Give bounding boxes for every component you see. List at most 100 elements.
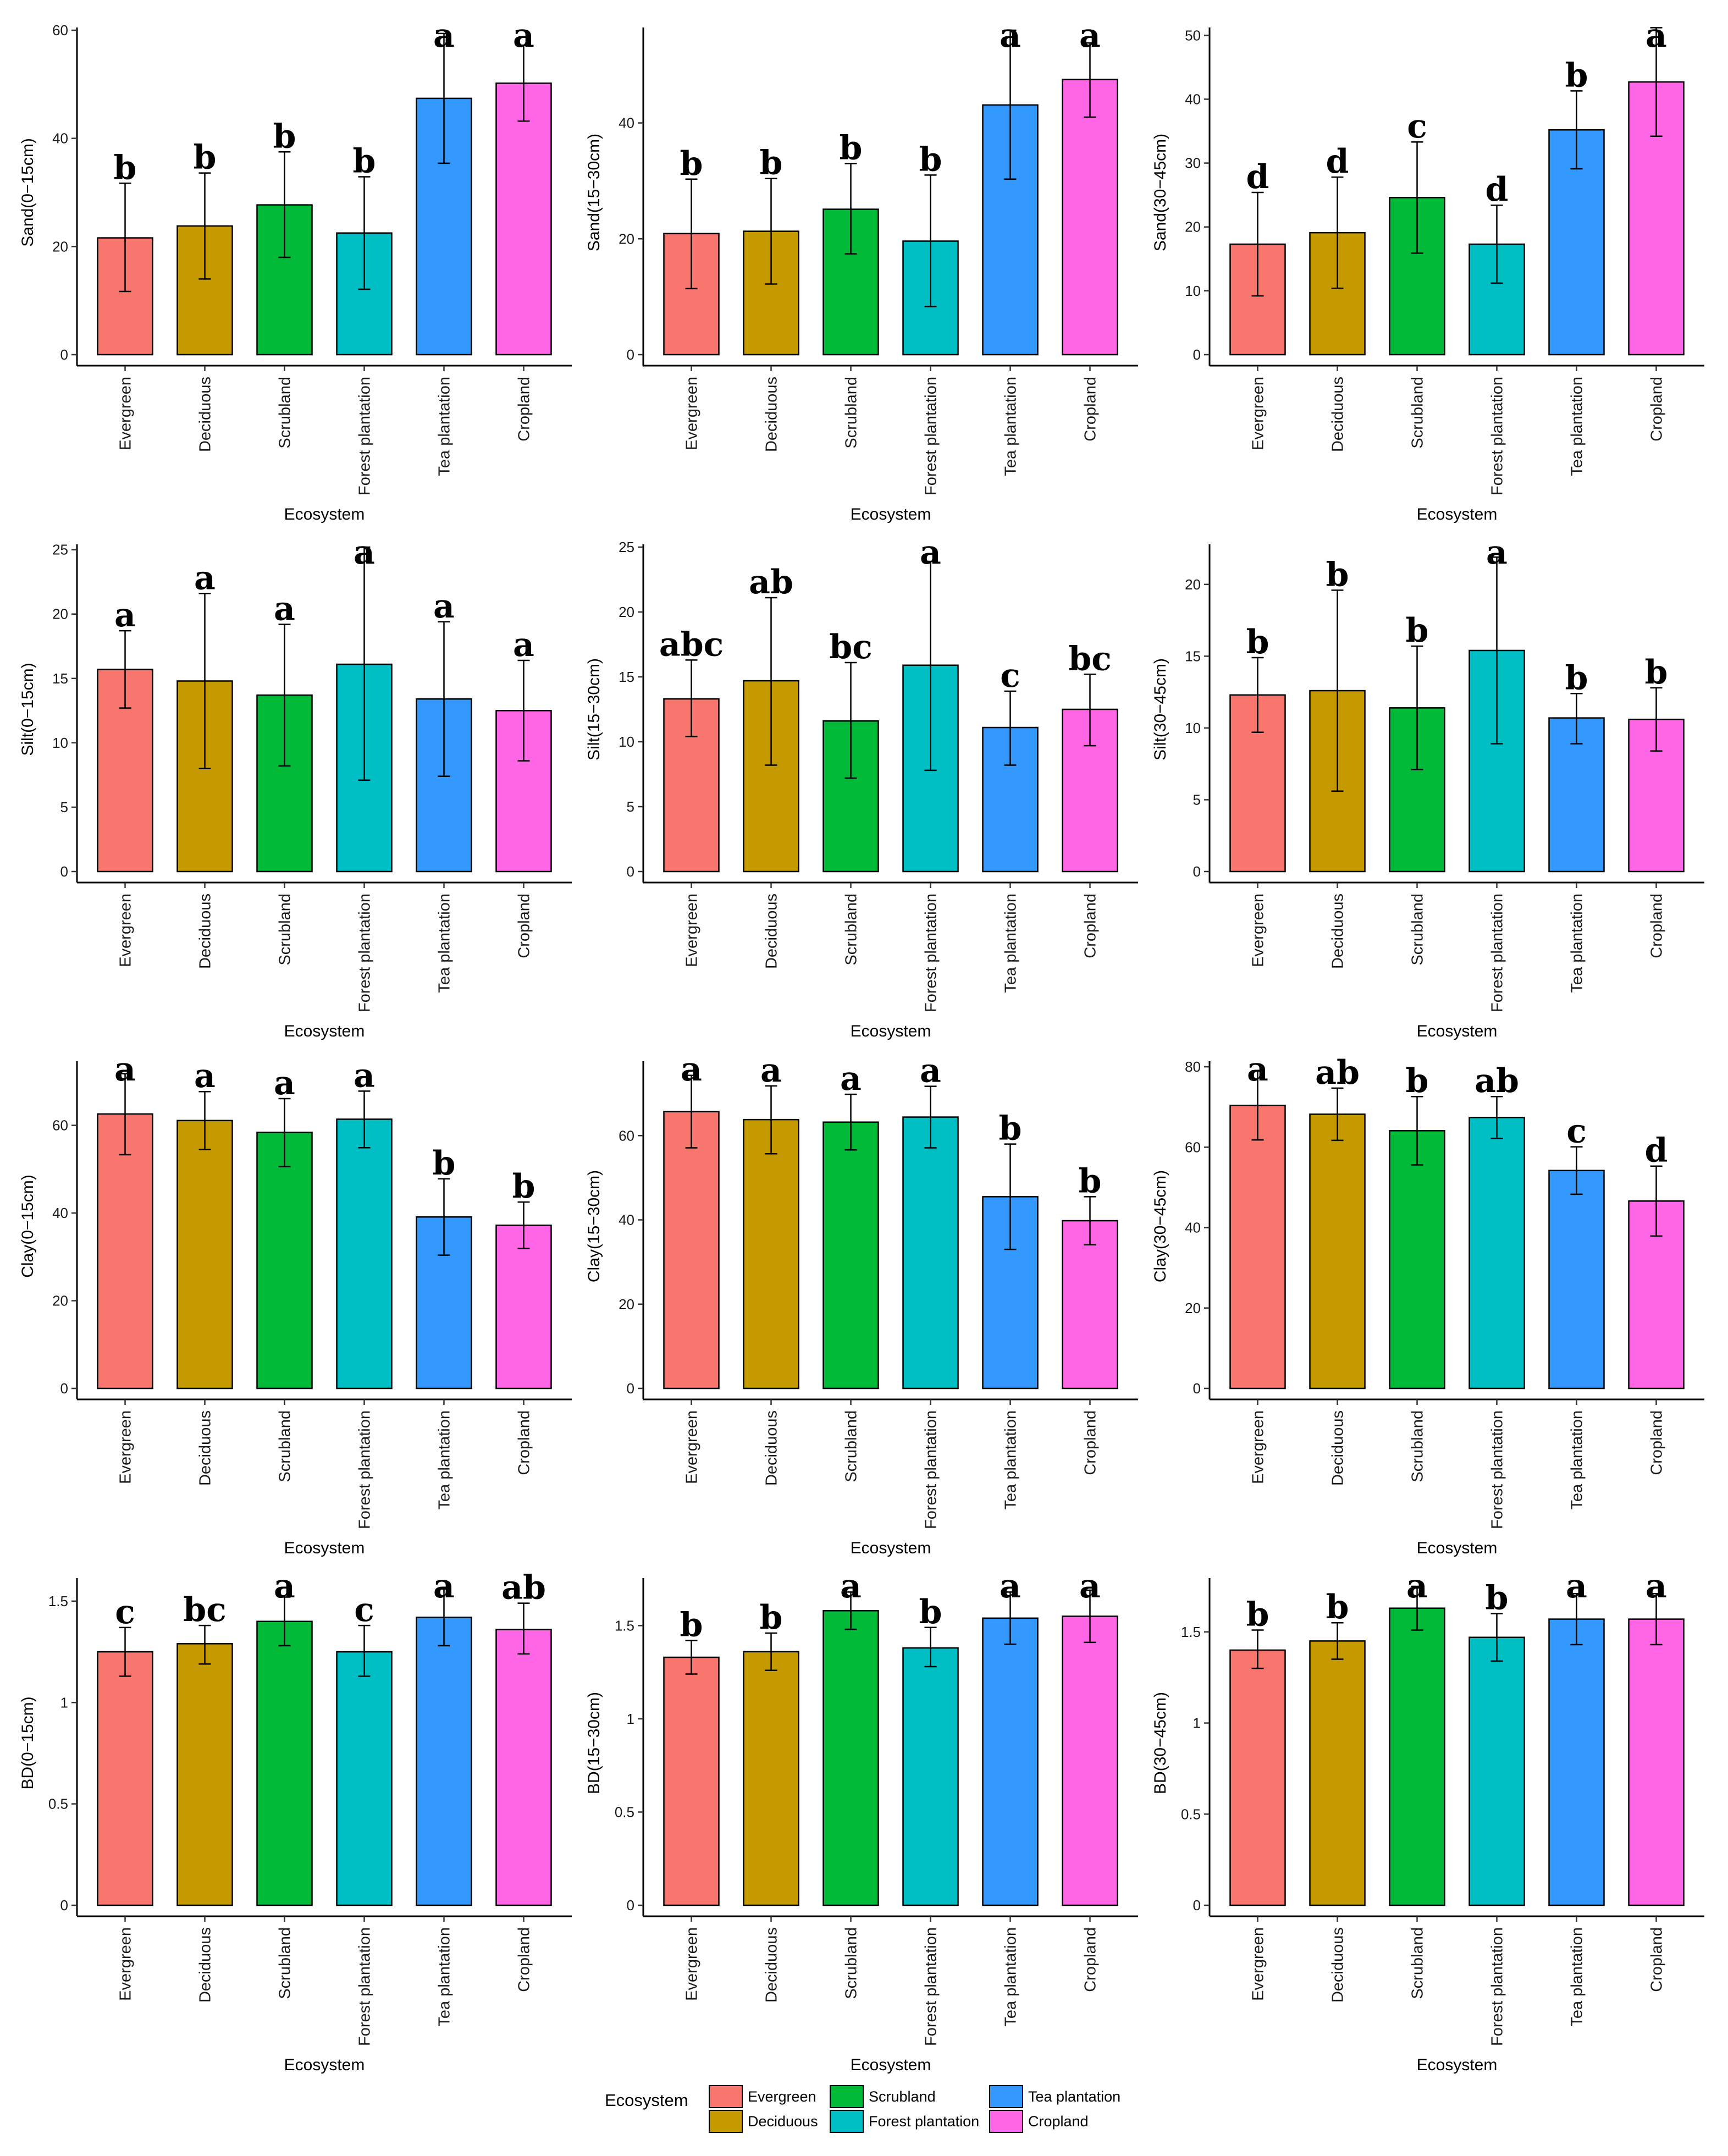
legend-swatch bbox=[989, 2085, 1023, 2108]
x-axis-title: Ecosystem bbox=[1417, 2056, 1498, 2074]
significance-letter: b bbox=[1326, 555, 1349, 594]
significance-letter: a bbox=[354, 1056, 375, 1095]
chart-panel-3: 0 10 20 30 40 50 Sand(30−45cm) d Evergreen d Decid… bbox=[1151, 16, 1704, 523]
x-axis-title: Ecosystem bbox=[284, 1539, 365, 1557]
legend-title: Ecosystem bbox=[605, 2091, 688, 2110]
x-axis-title: Ecosystem bbox=[851, 1022, 931, 1040]
significance-letter: a bbox=[760, 1051, 782, 1090]
significance-letter: b bbox=[1565, 659, 1588, 697]
y-tick-label: 0 bbox=[627, 863, 634, 880]
significance-letter: a bbox=[1646, 1567, 1667, 1606]
x-tick-label: Tea plantation bbox=[1569, 377, 1586, 476]
significance-letter: b bbox=[919, 140, 942, 179]
y-tick-label: 40 bbox=[619, 115, 634, 131]
significance-letter: ab bbox=[1475, 1062, 1519, 1100]
significance-letter: a bbox=[433, 1567, 455, 1606]
bar-cropland bbox=[495, 1629, 552, 1906]
bar-forest-plantation bbox=[902, 1647, 959, 1906]
bar-cropland bbox=[1628, 1618, 1685, 1906]
x-axis-title: Ecosystem bbox=[284, 1022, 365, 1040]
y-tick-label: 0 bbox=[1193, 346, 1201, 363]
y-tick-label: 60 bbox=[619, 1127, 634, 1144]
x-tick-label: Deciduous bbox=[197, 1410, 214, 1486]
x-tick-label: Tea plantation bbox=[1569, 1927, 1586, 2027]
legend-item-cropland: Cropland bbox=[989, 2110, 1089, 2133]
x-tick-label: Evergreen bbox=[1250, 1410, 1267, 1484]
bar-deciduous bbox=[743, 1651, 799, 1906]
x-axis-title: Ecosystem bbox=[284, 2056, 365, 2074]
x-tick-label: Forest plantation bbox=[1489, 1410, 1506, 1529]
y-axis-title: Clay(0−15cm) bbox=[19, 1175, 37, 1278]
significance-letter: b bbox=[1645, 653, 1668, 692]
x-tick-label: Scrubland bbox=[1409, 894, 1427, 966]
x-tick-label: Tea plantation bbox=[1569, 1410, 1586, 1510]
x-tick-label: Cropland bbox=[1082, 377, 1100, 442]
y-tick-label: 0 bbox=[627, 346, 634, 363]
significance-letter: b bbox=[433, 1144, 456, 1183]
x-tick-label: Scrubland bbox=[1409, 1410, 1427, 1482]
significance-letter: a bbox=[274, 1064, 295, 1102]
significance-letter: a bbox=[1406, 1567, 1428, 1606]
y-tick-label: 1 bbox=[60, 1694, 68, 1711]
significance-letter: b bbox=[1565, 56, 1588, 95]
x-tick-label: Evergreen bbox=[683, 1410, 701, 1484]
y-tick-label: 15 bbox=[619, 669, 634, 685]
y-tick-label: 20 bbox=[52, 238, 68, 255]
legend-item-forest-plantation: Forest plantation bbox=[830, 2110, 979, 2133]
y-tick-label: 20 bbox=[52, 606, 68, 622]
significance-letter: c bbox=[1407, 107, 1427, 146]
x-axis-title: Ecosystem bbox=[1417, 1022, 1498, 1040]
y-tick-label: 10 bbox=[1185, 283, 1201, 299]
y-tick-label: 25 bbox=[619, 539, 634, 555]
y-tick-label: 1 bbox=[627, 1711, 634, 1727]
x-axis-title: Ecosystem bbox=[851, 505, 931, 523]
significance-letter: b bbox=[512, 1167, 535, 1206]
x-tick-label: Scrubland bbox=[277, 1927, 294, 1999]
x-tick-label: Evergreen bbox=[117, 1410, 135, 1484]
bar-forest-plantation bbox=[1468, 1636, 1525, 1906]
legend-item-scrubland: Scrubland bbox=[830, 2085, 936, 2108]
y-tick-label: 20 bbox=[619, 1296, 634, 1313]
x-tick-label: Forest plantation bbox=[923, 377, 940, 495]
significance-letter: a bbox=[1000, 1567, 1021, 1606]
significance-letter: b bbox=[1406, 1062, 1429, 1100]
significance-letter: a bbox=[274, 589, 295, 628]
x-tick-label: Tea plantation bbox=[436, 894, 454, 993]
bar-scrubland bbox=[1389, 1130, 1445, 1389]
x-axis-title: Ecosystem bbox=[851, 1539, 931, 1557]
legend-label: Cropland bbox=[1028, 2113, 1089, 2130]
significance-letter: ab bbox=[501, 1569, 546, 1607]
x-tick-label: Forest plantation bbox=[356, 894, 374, 1012]
significance-letter: c bbox=[1000, 657, 1020, 695]
x-tick-label: Scrubland bbox=[1409, 377, 1427, 449]
y-axis-title: BD(0−15cm) bbox=[19, 1696, 37, 1789]
significance-letter: b bbox=[1246, 623, 1269, 661]
legend-item-deciduous: Deciduous bbox=[709, 2110, 818, 2133]
y-axis-title: Sand(30−45cm) bbox=[1151, 134, 1169, 251]
significance-letter: a bbox=[840, 1060, 862, 1098]
y-tick-label: 10 bbox=[619, 734, 634, 750]
y-tick-label: 80 bbox=[1185, 1058, 1201, 1075]
x-tick-label: Evergreen bbox=[683, 377, 701, 450]
y-tick-label: 15 bbox=[52, 670, 68, 687]
x-tick-label: Forest plantation bbox=[1489, 377, 1506, 495]
chart-panel-7: 0 20 40 60 Clay(0−15cm) a Evergreen a Deciduous a… bbox=[19, 1050, 572, 1557]
significance-letter: b bbox=[760, 144, 783, 183]
bar-deciduous bbox=[176, 1643, 233, 1906]
y-tick-label: 40 bbox=[1185, 91, 1201, 107]
y-axis-title: Clay(15−30cm) bbox=[585, 1170, 603, 1282]
significance-letter: d bbox=[1645, 1132, 1668, 1170]
x-tick-label: Deciduous bbox=[197, 377, 214, 452]
bar-scrubland bbox=[822, 1121, 879, 1389]
bar-tea-plantation bbox=[982, 1617, 1039, 1906]
significance-letter: bc bbox=[1068, 639, 1112, 678]
significance-letter: a bbox=[681, 1050, 702, 1089]
legend-swatch bbox=[830, 2085, 864, 2108]
significance-letter: a bbox=[920, 533, 941, 572]
significance-letter: a bbox=[354, 533, 375, 572]
y-tick-label: 60 bbox=[52, 22, 68, 38]
y-tick-label: 1.5 bbox=[1181, 1624, 1201, 1640]
y-tick-label: 40 bbox=[52, 1205, 68, 1221]
chart-panels: 0 20 40 60 Sand(0−15cm) b Evergreen b Deciduous b… bbox=[19, 16, 1704, 2074]
